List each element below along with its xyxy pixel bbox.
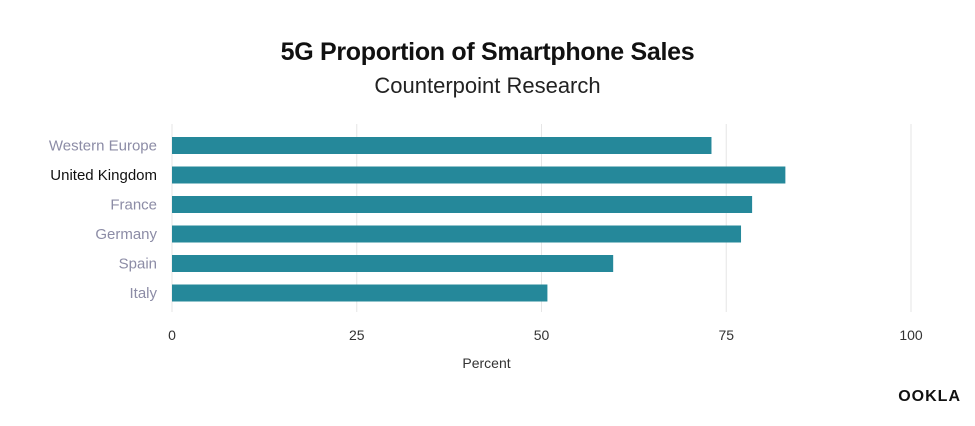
bar bbox=[172, 255, 614, 272]
ookla-logo: OOKLA bbox=[898, 388, 961, 405]
bar bbox=[172, 137, 712, 154]
category-label: Italy bbox=[129, 285, 157, 302]
x-tick-label: 75 bbox=[718, 327, 734, 343]
bar bbox=[172, 284, 548, 302]
x-tick-label: 0 bbox=[168, 327, 176, 343]
x-tick-label: 25 bbox=[349, 327, 365, 343]
chart-subtitle: Counterpoint Research bbox=[374, 73, 601, 98]
category-label: United Kingdom bbox=[50, 167, 157, 184]
bar bbox=[172, 225, 742, 243]
x-axis-title: Percent bbox=[462, 355, 510, 371]
bar bbox=[172, 166, 786, 184]
bar bbox=[172, 196, 753, 213]
x-tick-label: 50 bbox=[534, 327, 550, 343]
category-label: Germany bbox=[95, 226, 157, 243]
category-label: France bbox=[110, 197, 157, 214]
category-label: Western Europe bbox=[49, 138, 157, 155]
title-block: 5G Proportion of Smartphone Sales Counte… bbox=[0, 38, 975, 99]
chart-title: 5G Proportion of Smartphone Sales bbox=[280, 38, 695, 66]
x-tick-label: 100 bbox=[899, 327, 923, 343]
category-label: Spain bbox=[119, 256, 157, 273]
